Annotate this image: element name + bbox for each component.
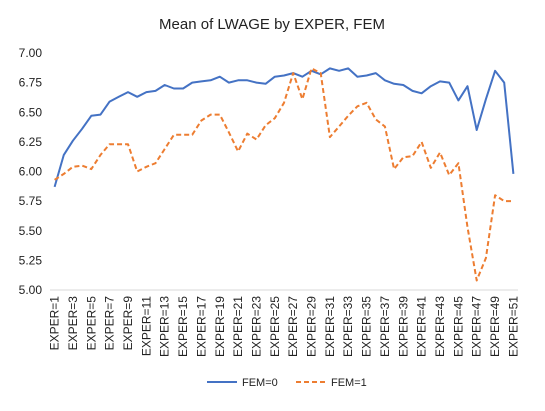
chart-title: Mean of LWAGE by EXPER, FEM: [159, 16, 385, 33]
x-tick-label: EXPER=5: [84, 296, 98, 351]
legend-label: FEM=0: [242, 377, 278, 389]
y-tick-label: 5.50: [19, 224, 43, 238]
x-tick-label: EXPER=29: [305, 296, 319, 357]
x-tick-label: EXPER=35: [360, 296, 374, 357]
x-tick-label: EXPER=25: [268, 296, 282, 357]
x-tick-label: EXPER=49: [488, 296, 502, 357]
x-tick-label: EXPER=17: [194, 296, 208, 357]
x-tick-label: EXPER=37: [378, 296, 392, 357]
y-tick-label: 5.75: [19, 194, 43, 208]
x-tick-label: EXPER=39: [396, 296, 410, 357]
x-tick-label: EXPER=31: [323, 296, 337, 357]
y-tick-label: 7.00: [19, 46, 43, 60]
x-tick-label: EXPER=47: [470, 296, 484, 357]
y-tick-label: 6.00: [19, 165, 43, 179]
x-tick-label: EXPER=23: [249, 296, 263, 357]
series-line-fem-1: [54, 67, 514, 282]
x-tick-label: EXPER=51: [506, 296, 520, 357]
x-tick-label: EXPER=1: [48, 296, 62, 351]
x-tick-label: EXPER=9: [121, 296, 135, 351]
x-tick-label: EXPER=43: [433, 296, 447, 357]
x-tick-label: EXPER=7: [103, 296, 117, 351]
series-layer: [53, 67, 515, 282]
x-tick-label: EXPER=13: [158, 296, 172, 357]
x-tick-label: EXPER=41: [415, 296, 429, 357]
x-tick-label: EXPER=33: [341, 296, 355, 357]
x-tick-label: EXPER=11: [139, 296, 153, 356]
x-tick-label: EXPER=15: [176, 296, 190, 357]
y-tick-label: 5.25: [19, 253, 43, 267]
x-tick-label: EXPER=19: [213, 296, 227, 357]
y-tick-label: 5.00: [19, 283, 43, 297]
y-tick-label: 6.75: [19, 76, 43, 90]
series-line-fem-0: [53, 67, 515, 188]
y-axis: 5.00 5.25 5.50 5.75 6.00 6.25 6.50 6.75 7.00: [19, 46, 43, 297]
y-tick-label: 6.50: [19, 105, 43, 119]
y-tick-label: 6.25: [19, 135, 43, 149]
x-tick-label: EXPER=45: [451, 296, 465, 357]
x-axis: EXPER=1 EXPER=3 EXPER=5 EXPER=7 EXPER=9 EXPER…: [48, 289, 520, 357]
x-tick-label: EXPER=27: [286, 296, 300, 357]
legend: FEM=0 FEM=1: [207, 377, 367, 389]
x-tick-label: EXPER=3: [66, 296, 80, 351]
x-tick-label: EXPER=21: [231, 296, 245, 357]
legend-label: FEM=1: [331, 377, 367, 389]
